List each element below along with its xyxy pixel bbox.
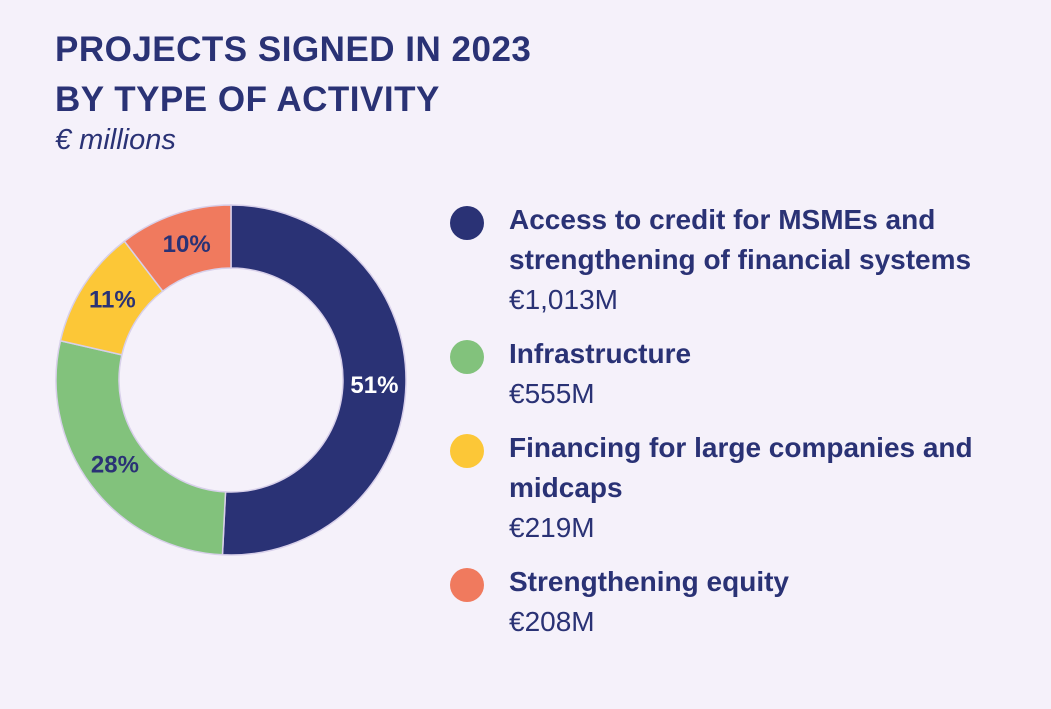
legend-label: Access to credit for MSMEs and strengthe… [509, 204, 972, 275]
slice-label: 11% [89, 287, 136, 314]
legend-item: Strengthening equity €208M [449, 562, 1009, 642]
donut-slice [221, 204, 407, 556]
legend-label: Financing for large companies and midcap… [509, 432, 973, 503]
legend-label: Strengthening equity [509, 566, 789, 597]
legend-amount: €208M [509, 606, 595, 637]
legend-item: Infrastructure €555M [449, 334, 1009, 414]
donut-slice [55, 339, 227, 556]
chart: 51% 28% 11% 10% [55, 204, 407, 556]
legend: Access to credit for MSMEs and strengthe… [449, 200, 1009, 656]
legend-amount: €219M [509, 512, 595, 543]
legend-amount: €555M [509, 378, 595, 409]
legend-amount: €1,013M [509, 284, 618, 315]
chart-title: PROJECTS SIGNED IN 2023 [55, 30, 532, 69]
chart-title: BY TYPE OF ACTIVITY [55, 80, 440, 119]
slice-label: 10% [163, 231, 211, 258]
chart-subtitle: € millions [55, 124, 176, 156]
legend-swatch [450, 206, 484, 240]
legend-swatch [450, 434, 484, 468]
legend-label: Infrastructure [509, 338, 692, 369]
legend-swatch [450, 340, 484, 374]
legend-swatch [450, 568, 484, 602]
slice-label: 51% [350, 372, 398, 399]
legend-item: Access to credit for MSMEs and strengthe… [449, 200, 1009, 320]
donut-slice [123, 204, 232, 293]
legend-item: Financing for large companies and midcap… [449, 428, 1009, 548]
slice-label: 28% [91, 452, 139, 479]
